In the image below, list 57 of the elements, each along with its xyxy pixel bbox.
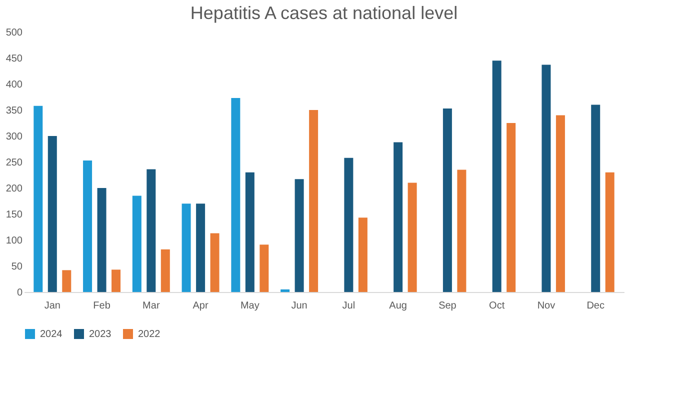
x-tick-label: Jun	[291, 300, 308, 312]
y-tick-label: 100	[6, 236, 23, 246]
x-tick-label: Apr	[192, 300, 209, 312]
bar	[442, 108, 452, 292]
legend-label: 2023	[89, 329, 112, 340]
bar	[132, 196, 142, 292]
bar	[97, 188, 106, 292]
bar	[542, 64, 551, 292]
bar	[394, 142, 403, 292]
bar	[556, 115, 565, 292]
bar	[146, 169, 156, 292]
bar	[344, 158, 354, 292]
bar	[231, 98, 240, 292]
x-tick-label: Mar	[142, 300, 160, 312]
y-tick-label: 200	[6, 184, 23, 194]
bar	[309, 110, 318, 292]
y-tick-label: 250	[6, 158, 23, 168]
bar	[210, 233, 220, 292]
bar	[591, 104, 600, 292]
x-tick-label: Jul	[342, 300, 356, 312]
bar	[294, 179, 304, 292]
bar	[245, 172, 254, 292]
x-tick-label: Feb	[93, 300, 111, 312]
legend-label: 2024	[40, 329, 63, 340]
bar	[605, 172, 614, 292]
y-tick-label: 0	[16, 288, 23, 298]
bar	[492, 60, 502, 292]
chart-title: Hepatitis A cases at national level	[190, 3, 458, 23]
bar	[62, 270, 72, 292]
x-tick-label: May	[240, 300, 260, 312]
x-tick-label: Aug	[389, 300, 407, 312]
bar	[280, 289, 290, 292]
x-tick-label: Sep	[438, 300, 457, 312]
bar	[160, 249, 170, 292]
y-tick-label: 350	[6, 106, 23, 116]
bar	[408, 182, 417, 292]
x-tick-label: Dec	[586, 300, 605, 312]
bar	[112, 270, 121, 292]
bar	[358, 218, 368, 292]
x-tick-label: Oct	[489, 300, 505, 312]
x-tick-label: Jan	[44, 300, 60, 312]
bar	[506, 123, 516, 292]
x-tick-label: Nov	[537, 300, 556, 312]
y-tick-label: 150	[6, 210, 23, 220]
y-tick-label: 500	[6, 28, 23, 38]
bar	[83, 160, 92, 292]
y-tick-label: 450	[6, 54, 23, 64]
bar	[196, 204, 206, 292]
bar	[260, 244, 269, 292]
y-tick-label: 300	[6, 132, 23, 142]
bar	[182, 204, 191, 292]
legend-label: 2022	[138, 329, 161, 340]
bar	[34, 106, 43, 292]
bar	[457, 170, 466, 292]
y-tick-label: 400	[6, 80, 23, 90]
y-tick-label: 50	[11, 262, 23, 272]
bar	[48, 136, 57, 292]
